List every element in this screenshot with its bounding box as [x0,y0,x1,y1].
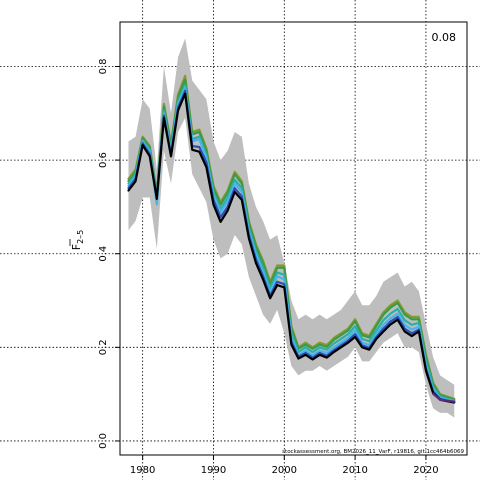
y-axis: 0.0 0.2 0.4 0.6 0.8 [98,59,120,449]
x-tick-label: 1990 [201,465,226,476]
y-tick-label: 0.0 [98,433,109,449]
x-axis: 1980 1990 2000 2010 2020 [130,455,439,476]
y-tick-label: 0.6 [98,152,109,168]
x-tick-label: 2020 [413,465,438,476]
y-tick-label: 0.2 [98,339,109,355]
confidence-band [128,38,455,418]
x-tick-label: 2000 [272,465,297,476]
y-axis-label-sub: 2–5 [76,230,85,244]
series-lines [127,74,456,404]
series-line-5 [127,92,456,404]
y-axis-label: F2–5 [69,230,85,251]
y-tick-label: 0.8 [98,59,109,75]
y-tick-label: 0.4 [98,246,109,262]
x-tick-label: 2010 [342,465,367,476]
corner-label: 0.08 [432,31,457,44]
series-line-6 [431,392,456,403]
footer-text: stockassessment.org, BM2026_11_VarF, r19… [282,449,464,455]
svg-text:F2–5: F2–5 [70,230,85,251]
x-tick-label: 1980 [130,465,155,476]
plot-frame [119,21,468,456]
y-axis-label-main: F [70,244,83,250]
